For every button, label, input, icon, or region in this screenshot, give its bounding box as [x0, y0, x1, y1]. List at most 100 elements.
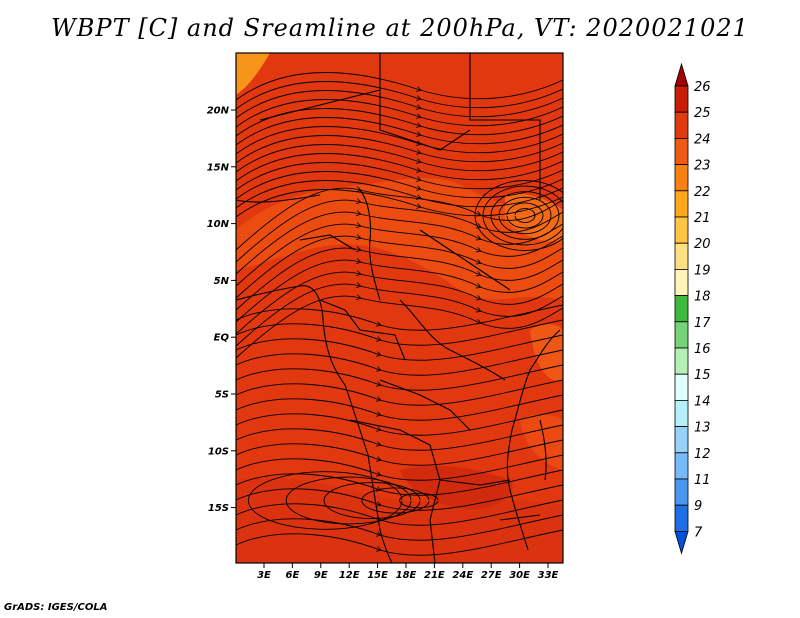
streamline [236, 153, 563, 182]
streamline [236, 484, 563, 511]
lon-label: 33E [538, 570, 559, 581]
streamline [247, 471, 403, 530]
streamline [236, 334, 563, 361]
streamline [236, 162, 563, 191]
colorbar-box [674, 111, 689, 139]
streamline [236, 200, 563, 263]
latitude-axis: 20N 15N 10N 5N EQ 5S 10S 15S [207, 106, 236, 514]
colorbar-box [674, 137, 689, 165]
streamline [236, 319, 563, 346]
colorbar-label: 21 [694, 211, 711, 226]
colorbar-label: 25 [694, 106, 711, 121]
colorbar-label: 19 [694, 263, 711, 278]
colorbar-box [674, 85, 689, 113]
colorbar-box [674, 242, 689, 270]
colorbar-box [674, 504, 689, 532]
colorbar-box [674, 190, 689, 218]
lat-label: 10N [207, 219, 230, 230]
streamline [236, 394, 563, 421]
grads-credit: GrADS: IGES/COLA [4, 602, 108, 613]
streamline [474, 180, 563, 251]
colorbar-label: 17 [694, 316, 711, 331]
colorbar-box [674, 164, 689, 192]
colorbar-box [674, 216, 689, 244]
lon-label: 3E [257, 570, 271, 581]
streamline [236, 126, 563, 155]
colorbar-box [674, 399, 689, 427]
streamline [236, 236, 563, 299]
map-frame [235, 52, 564, 564]
streamline [236, 224, 563, 287]
lat-label: 10S [208, 446, 229, 457]
lon-label: 18E [396, 570, 417, 581]
colorbar-label: 15 [694, 368, 711, 383]
colorbar-box [674, 268, 689, 296]
streamline [236, 212, 563, 275]
colorbar-label: 16 [694, 342, 711, 357]
streamline [236, 499, 563, 526]
streamline [399, 492, 439, 509]
colorbar-label: 24 [694, 132, 711, 147]
streamline [236, 272, 563, 335]
lon-label: 30E [509, 570, 530, 581]
streamline [236, 260, 563, 323]
streamline [236, 439, 563, 466]
streamline [236, 454, 563, 481]
colorbar-label: 23 [694, 159, 711, 174]
lat-label: EQ [214, 333, 230, 344]
colorbar-box [674, 295, 689, 323]
streamline [236, 144, 563, 173]
lon-label: 6E [286, 570, 300, 581]
lat-label: 15S [208, 503, 229, 514]
colorbar-label: 7 [694, 525, 703, 540]
longitude-axis: 3E 6E 9E 12E 15E 18E 21E 24E 27E 30E 33E [257, 563, 559, 581]
colorbar-label: 13 [694, 421, 711, 436]
lon-label: 24E [452, 570, 473, 581]
colorbar: 26 25 24 23 22 21 20 19 18 17 16 15 14 13 12 11 9 7 [674, 62, 711, 555]
colorbar-label: 22 [694, 185, 711, 200]
chart-title: WBPT [C] and Sreamline at 200hPa, VT: 20… [51, 14, 749, 42]
streamline [506, 202, 544, 229]
colorbar-box [674, 478, 689, 506]
colorbar-label: 14 [694, 394, 711, 409]
streamline [323, 482, 421, 519]
streamline [236, 379, 563, 406]
lat-label: 5N [214, 276, 230, 287]
colorbar-label: 18 [694, 290, 711, 305]
streamline [236, 81, 563, 110]
streamline [498, 196, 552, 235]
colorbar-label: 12 [694, 447, 711, 462]
streamline [236, 304, 563, 331]
streamline [236, 188, 563, 251]
wbpt-shading [236, 53, 563, 563]
colorbar-box [674, 347, 689, 375]
streamline [514, 208, 536, 223]
streamline [236, 117, 563, 146]
lon-label: 27E [481, 570, 502, 581]
lat-label: 15N [207, 162, 230, 173]
streamline [236, 529, 563, 556]
streamline [236, 99, 563, 128]
streamline [236, 469, 563, 496]
streamline [236, 90, 563, 119]
colorbar-box [674, 452, 689, 480]
colorbar-label: 11 [694, 473, 711, 488]
lon-label: 9E [314, 570, 328, 581]
streamline [236, 409, 563, 436]
colorbar-label: 26 [694, 80, 711, 95]
colorbar-box [674, 321, 689, 349]
lon-label: 15E [367, 570, 388, 581]
colorbar-label: 9 [694, 499, 702, 514]
lat-label: 20N [207, 106, 230, 117]
colorbar-label: 20 [694, 237, 711, 252]
lon-label: 21E [424, 570, 445, 581]
streamline [236, 349, 563, 376]
lon-label: 12E [339, 570, 360, 581]
colorbar-box [674, 426, 689, 454]
streamline [236, 135, 563, 164]
streamline [236, 248, 563, 311]
streamline [490, 191, 560, 240]
colorbar-box [674, 373, 689, 401]
streamline [236, 514, 563, 541]
